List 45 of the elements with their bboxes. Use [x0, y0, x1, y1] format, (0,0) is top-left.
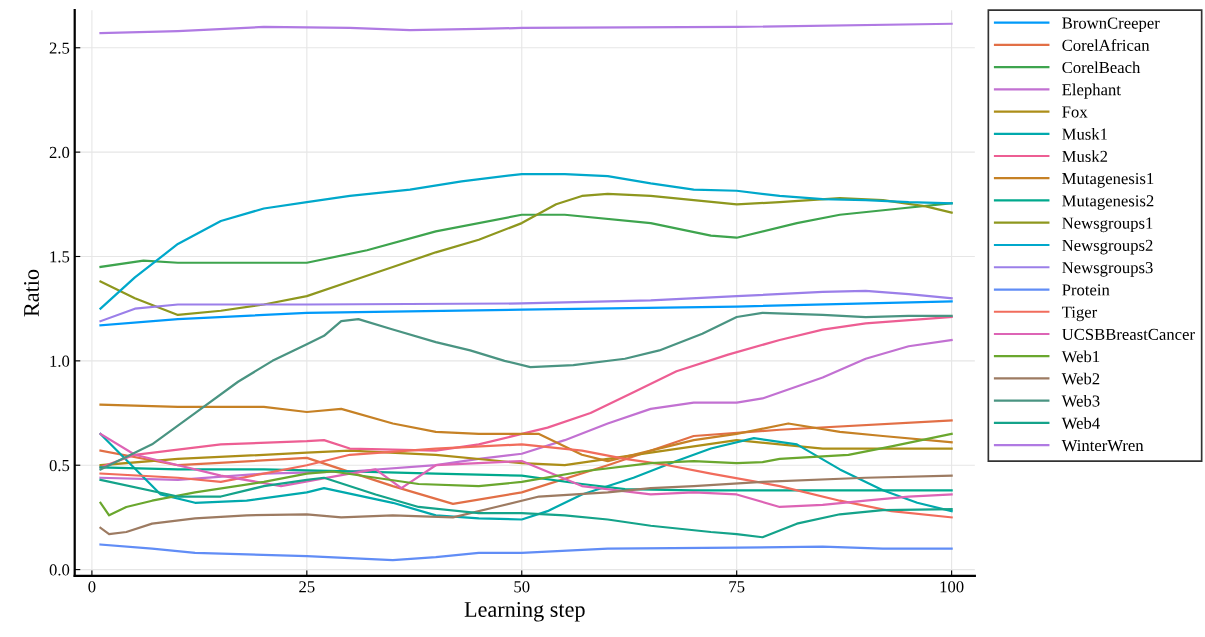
line-series [99, 439, 953, 467]
x-tick-label: 50 [514, 581, 530, 593]
x-axis-title: Learning step [464, 602, 585, 622]
y-tick-label: 1.5 [50, 251, 70, 263]
y-tick-label: 0.5 [49, 459, 70, 472]
line-series [99, 338, 953, 481]
line-series [99, 192, 953, 317]
legend-label: CorelAfrican [1062, 39, 1150, 51]
line-series [99, 289, 953, 323]
legend-label: BrownCreeper [1062, 17, 1160, 33]
legend-label: Newsgroups2 [1062, 239, 1153, 255]
legend-label: Web1 [1061, 350, 1100, 363]
x-tick-label: 100 [940, 581, 964, 593]
y-tick-label: 2.5 [49, 42, 70, 54]
legend-label: Mutagenesis2 [1062, 195, 1154, 210]
legend-label: Newsgroups1 [1062, 217, 1153, 233]
legend-label: Musk2 [1062, 150, 1108, 162]
x-tick-label: 0 [88, 581, 96, 593]
legend-label: Elephant [1062, 83, 1121, 99]
legend-label: UCSBBreastCancer [1062, 328, 1195, 340]
line-series [99, 543, 953, 562]
line-series [99, 419, 953, 505]
legend-label: Musk1 [1062, 128, 1107, 140]
x-tick-label: 75 [729, 581, 745, 593]
line-series [99, 172, 953, 310]
y-tick-label: 0.0 [49, 564, 70, 576]
legend-label: Web3 [1061, 394, 1100, 407]
legend-label: Fox [1062, 106, 1088, 118]
legend-label: Web2 [1061, 372, 1100, 385]
legend-label: Tiger [1061, 306, 1098, 322]
line-series [99, 22, 953, 35]
line-series [99, 403, 953, 463]
line-series [99, 466, 953, 492]
legend-label: CorelBeach [1062, 61, 1141, 74]
line-series [99, 300, 953, 327]
legend-label: Newsgroups3 [1062, 262, 1153, 277]
line-series [99, 202, 953, 269]
y-axis-title: Ratio [24, 269, 39, 317]
legend-label: WinterWren [1061, 439, 1144, 452]
y-tick-label: 1.0 [50, 355, 70, 367]
legend-label: Mutagenesis1 [1062, 173, 1154, 188]
y-tick-label: 2.0 [49, 146, 70, 159]
x-tick-label: 25 [299, 581, 315, 593]
legend-label: Protein [1062, 284, 1110, 296]
legend-label: Web4 [1061, 417, 1100, 429]
